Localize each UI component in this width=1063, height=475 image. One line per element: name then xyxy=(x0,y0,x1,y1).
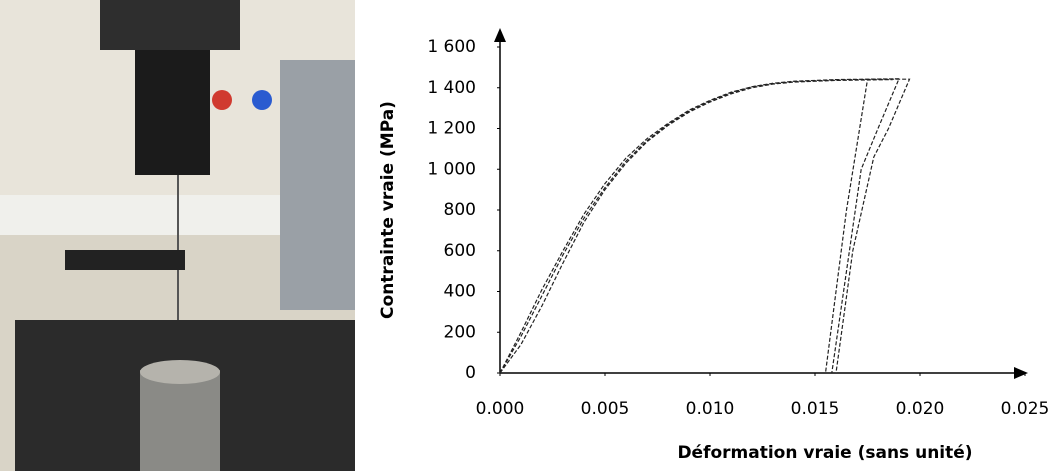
photo xyxy=(0,0,355,471)
grip-upper xyxy=(135,50,210,175)
x-tick-label: 0.015 xyxy=(791,399,840,419)
x-tick-label: 0.020 xyxy=(896,399,945,419)
y-axis-arrow xyxy=(494,28,506,42)
x-tick-label: 0.025 xyxy=(1001,399,1050,419)
y-axis-title: Contrainte vraie (MPa) xyxy=(378,101,398,319)
y-tick-label: 800 xyxy=(444,200,476,220)
y-tick-label: 1 600 xyxy=(427,37,476,57)
grip-top xyxy=(140,360,220,384)
y-tick-label: 0 xyxy=(465,363,476,383)
red-button xyxy=(212,90,232,110)
grip-lower xyxy=(140,370,220,471)
y-tick-label: 600 xyxy=(444,241,476,261)
series-line xyxy=(499,79,893,374)
y-tick-label: 1 000 xyxy=(427,159,476,179)
x-axis-title: Déformation vraie (sans unité) xyxy=(677,443,972,463)
series-line xyxy=(499,78,911,374)
x-axis-arrow xyxy=(1014,367,1028,379)
y-tick-label: 1 400 xyxy=(427,78,476,98)
series-line xyxy=(499,78,900,374)
y-tick-label: 400 xyxy=(444,282,476,302)
extensometer-arm xyxy=(65,250,185,270)
crosshead xyxy=(100,0,240,50)
x-tick-label: 0.000 xyxy=(476,399,525,419)
y-tick-label: 200 xyxy=(444,322,476,342)
x-tick-label: 0.005 xyxy=(581,399,630,419)
cabinet xyxy=(280,60,355,310)
y-tick-label: 1 200 xyxy=(427,119,476,139)
blue-button xyxy=(252,90,272,110)
x-tick-label: 0.010 xyxy=(686,399,735,419)
